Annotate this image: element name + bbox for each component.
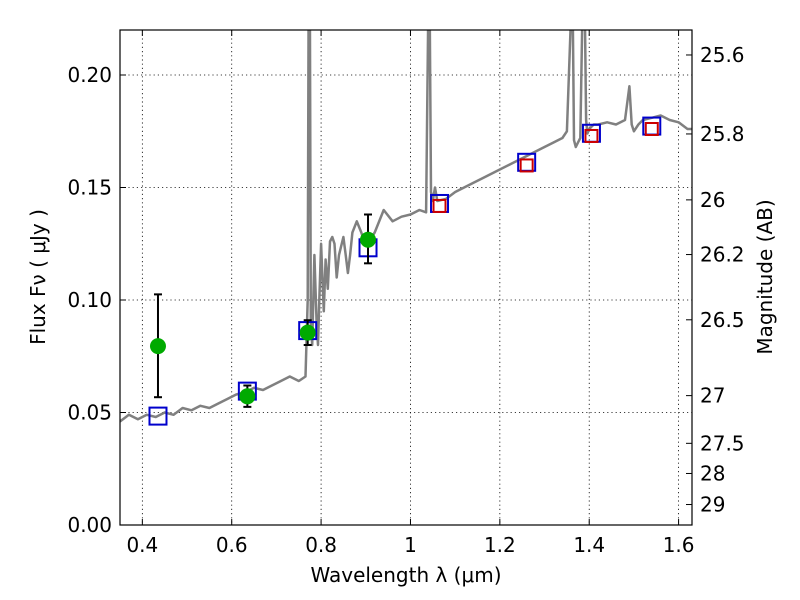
x-tick-label: 1.2 — [484, 533, 516, 557]
y2-tick-label: 27 — [700, 384, 725, 408]
model-flux-square-red — [519, 158, 534, 173]
y2-tick-label: 28 — [700, 461, 725, 485]
observed-flux-point — [149, 338, 166, 355]
x-axis-label: Wavelength λ (μm) — [310, 563, 501, 587]
plot-background — [120, 30, 692, 525]
y2-tick-label: 29 — [700, 493, 725, 517]
x-tick-label: 1 — [404, 533, 417, 557]
y2-tick-label: 26.2 — [700, 243, 745, 267]
y-tick-label: 0.05 — [67, 401, 112, 425]
x-tick-label: 0.4 — [126, 533, 158, 557]
x-tick-label: 1.4 — [573, 533, 605, 557]
observed-flux-point — [299, 324, 316, 341]
y2-axis-label: Magnitude (AB) — [753, 199, 777, 354]
y-axis-label: Flux Fν ( μJy ) — [26, 209, 50, 345]
y2-tick-label: 27.5 — [700, 431, 745, 455]
series-layer — [120, 30, 692, 423]
x-tick-label: 0.6 — [216, 533, 248, 557]
model-flux-square-red — [584, 128, 599, 143]
model-flux-square-red — [644, 122, 659, 136]
ticks: 0.4 0.6 0.8 1 1.2 1.4 1.6 0.00 0.05 0.10 0.15 0.20 2… — [67, 30, 745, 557]
x-tick-label: 1.6 — [663, 533, 695, 557]
y-tick-label: 0.15 — [67, 176, 112, 200]
model-spectrum-line — [120, 30, 692, 423]
y2-tick-label: 26 — [700, 188, 725, 212]
observed-flux-point — [239, 388, 256, 405]
y-tick-label: 0.20 — [67, 63, 112, 87]
y2-tick-label: 26.5 — [700, 308, 745, 332]
model-flux-square-red — [432, 198, 447, 213]
x-tick-label: 0.8 — [305, 533, 337, 557]
y-tick-label: 0.00 — [67, 513, 112, 537]
y2-tick-label: 25.6 — [700, 43, 745, 67]
observed-flux-point — [360, 231, 377, 248]
y2-tick-label: 25.8 — [700, 122, 745, 146]
model-flux-square-blue — [148, 406, 168, 426]
plot-frame — [119, 29, 693, 526]
y-tick-label: 0.10 — [67, 288, 112, 312]
marker-layer — [148, 116, 662, 426]
